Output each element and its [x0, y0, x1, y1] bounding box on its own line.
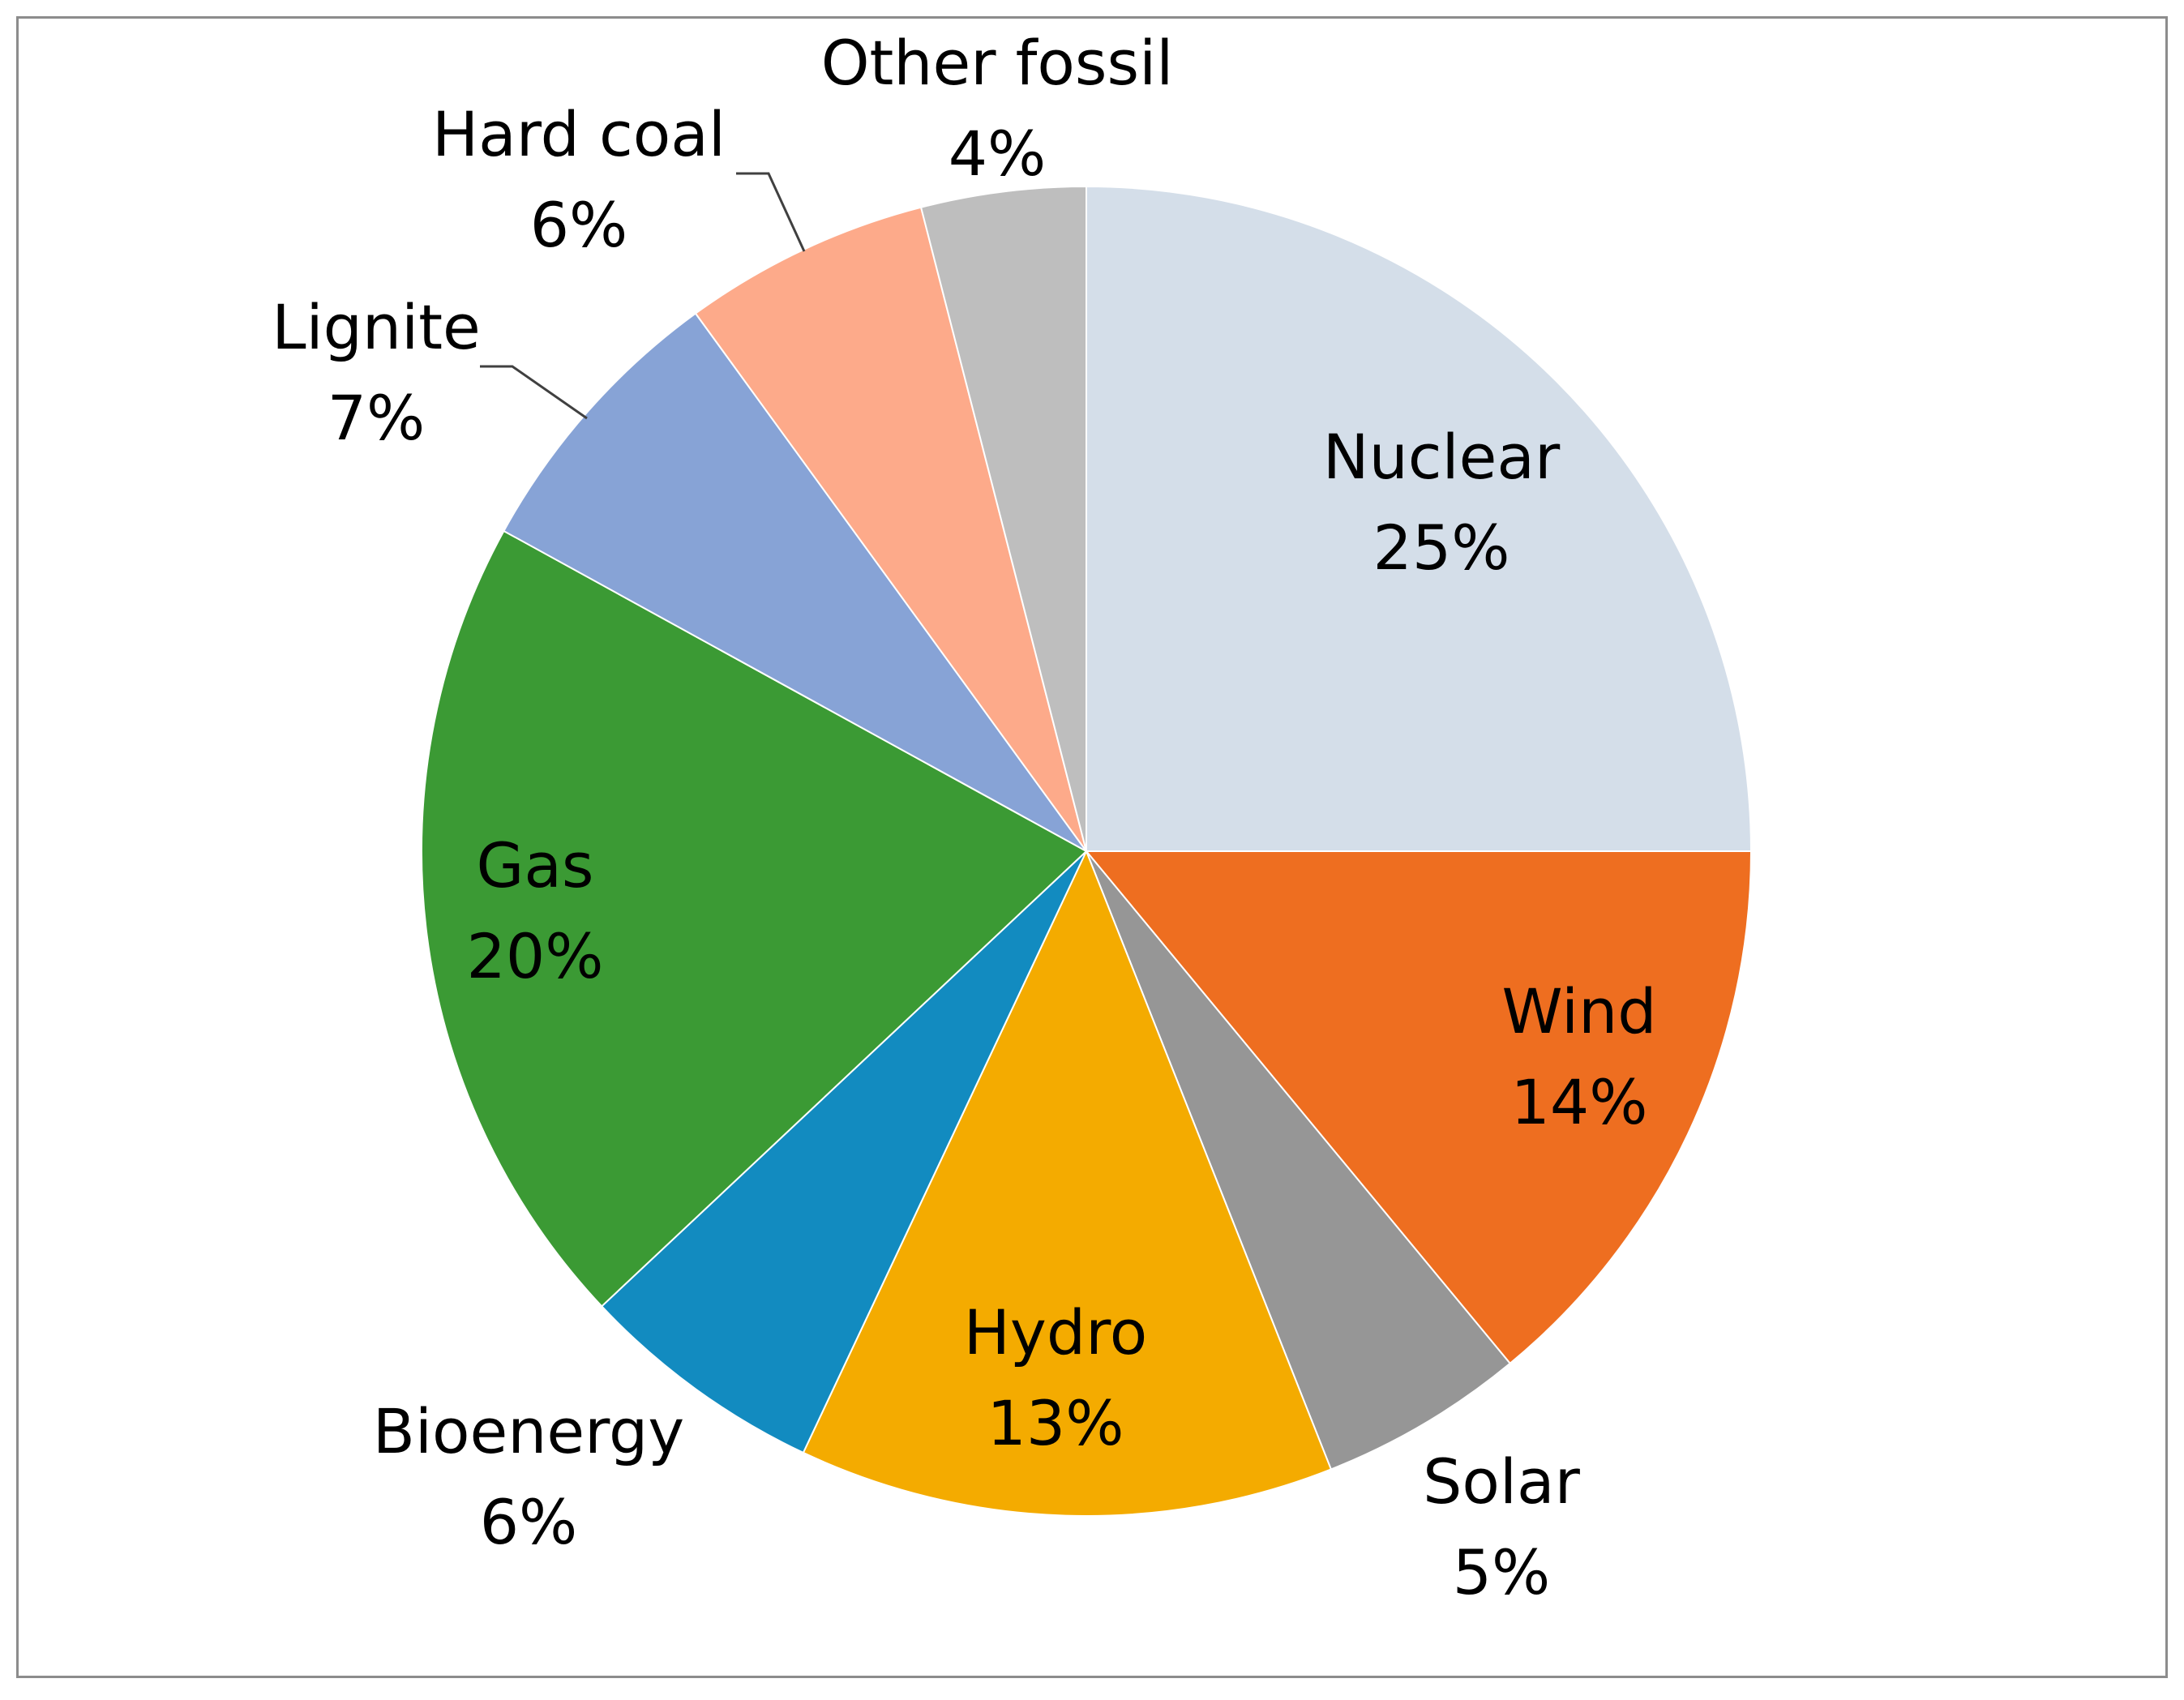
pie-slice-lignite: [503, 312, 1087, 852]
pie-slice-hydro: [802, 849, 1333, 1517]
leader-lines: [480, 172, 806, 420]
slice-label-hard-coal: Hard coal: [432, 98, 726, 170]
data-labels: Nuclear 25% Wind 14% Solar 5% Hydro 13% Bioenerg…: [272, 27, 1656, 1608]
slice-value-gas: 20%: [467, 920, 604, 992]
slice-label-solar: Solar: [1423, 1445, 1580, 1518]
slice-value-lignite: 7%: [328, 382, 426, 454]
pie-slice-solar: [1086, 850, 1512, 1471]
slice-value-wind: 14%: [1511, 1066, 1648, 1138]
slice-label-nuclear: Nuclear: [1323, 421, 1561, 493]
slice-value-hydro: 13%: [987, 1387, 1124, 1459]
slice-value-other-fossil: 4%: [949, 118, 1047, 190]
slice-label-other-fossil: Other fossil: [821, 27, 1174, 99]
slice-label-lignite: Lignite: [272, 291, 481, 363]
slice-label-wind: Wind: [1501, 975, 1656, 1047]
slice-value-bioenergy: 6%: [480, 1486, 578, 1558]
pie-slice-gas: [421, 529, 1088, 1308]
slice-label-hydro: Hydro: [964, 1296, 1147, 1368]
leader-line-hard-coal: [736, 172, 806, 252]
pie-slice-other-fossil: [919, 185, 1087, 852]
pie-slice-bioenergy: [600, 850, 1087, 1454]
pie-slices: [421, 185, 1753, 1517]
pie-slice-nuclear: [1086, 185, 1753, 852]
slice-value-solar: 5%: [1453, 1536, 1551, 1608]
slice-label-bioenergy: Bioenergy: [373, 1395, 685, 1467]
slice-label-gas: Gas: [476, 829, 593, 901]
leader-line-lignite: [480, 365, 588, 420]
slice-value-nuclear: 25%: [1373, 512, 1510, 584]
slice-value-hard-coal: 6%: [530, 189, 628, 261]
pie-slice-wind: [1084, 850, 1753, 1365]
